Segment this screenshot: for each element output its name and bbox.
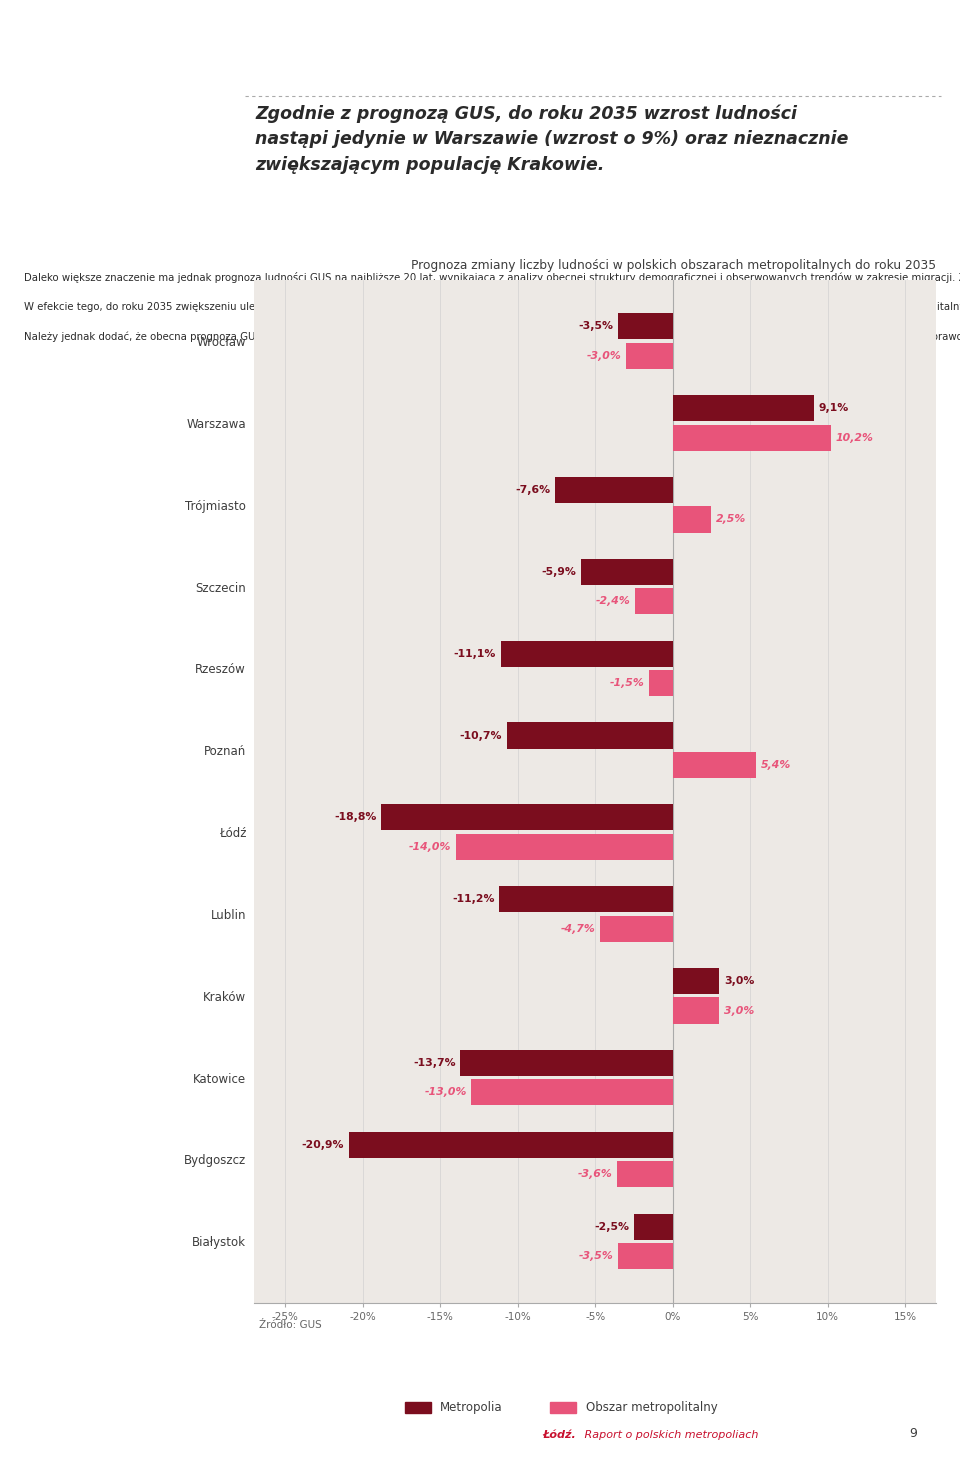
Bar xyxy=(673,998,719,1023)
Text: -1,5%: -1,5% xyxy=(610,679,645,689)
Text: -3,6%: -3,6% xyxy=(578,1169,612,1179)
Text: -13,0%: -13,0% xyxy=(424,1088,467,1098)
Bar xyxy=(649,670,673,696)
Bar xyxy=(673,752,756,779)
Bar xyxy=(636,589,673,614)
Text: Zgodnie z prognozą GUS, do roku 2035 wzrost ludności
nastąpi jedynie w Warszawie: Zgodnie z prognozą GUS, do roku 2035 wzr… xyxy=(255,105,849,174)
Text: -5,9%: -5,9% xyxy=(541,567,577,577)
Text: 5,4%: 5,4% xyxy=(761,760,791,770)
Bar xyxy=(673,424,830,450)
Text: -13,7%: -13,7% xyxy=(413,1058,456,1067)
Text: Łódź.: Łódź. xyxy=(542,1429,576,1440)
Text: -2,4%: -2,4% xyxy=(596,596,631,606)
Text: -20,9%: -20,9% xyxy=(301,1139,345,1150)
Bar xyxy=(673,394,814,421)
Bar xyxy=(634,1213,673,1239)
Text: 9: 9 xyxy=(909,1426,917,1440)
Text: Daleko większe znaczenie ma jednak prognoza ludności GUS na najbliższe 20 lat, w: Daleko większe znaczenie ma jednak progn… xyxy=(24,272,960,342)
Text: 2,5%: 2,5% xyxy=(716,515,746,524)
Bar xyxy=(499,886,673,913)
Text: -3,0%: -3,0% xyxy=(587,350,621,361)
Bar xyxy=(618,314,673,340)
Text: -7,6%: -7,6% xyxy=(516,484,550,495)
Text: 10,2%: 10,2% xyxy=(835,433,874,443)
Text: Raport o polskich metropoliach: Raport o polskich metropoliach xyxy=(581,1429,758,1440)
Bar xyxy=(600,916,673,942)
Text: -3,5%: -3,5% xyxy=(579,321,613,331)
Text: -18,8%: -18,8% xyxy=(334,813,376,823)
Text: -10,7%: -10,7% xyxy=(460,730,502,740)
Text: -14,0%: -14,0% xyxy=(409,842,451,852)
Text: Prognoza zmiany liczby ludności w polskich obszarach metropolitalnych do roku 20: Prognoza zmiany liczby ludności w polski… xyxy=(411,259,936,271)
Bar xyxy=(501,640,673,667)
Text: -11,1%: -11,1% xyxy=(454,649,496,658)
Text: 9,1%: 9,1% xyxy=(818,403,849,414)
Text: -2,5%: -2,5% xyxy=(594,1222,630,1232)
Bar xyxy=(626,343,673,369)
Bar xyxy=(618,1242,673,1269)
Text: -3,5%: -3,5% xyxy=(579,1251,613,1262)
Bar xyxy=(617,1161,673,1188)
Bar xyxy=(673,506,711,533)
Bar xyxy=(507,723,673,749)
Bar xyxy=(673,969,719,994)
Text: 3,0%: 3,0% xyxy=(724,1005,754,1016)
Text: -4,7%: -4,7% xyxy=(561,924,595,933)
Bar xyxy=(456,833,673,860)
Text: -11,2%: -11,2% xyxy=(452,894,494,904)
Bar xyxy=(581,559,673,584)
Bar xyxy=(381,804,673,830)
Legend: Metropolia, Obszar metropolitalny: Metropolia, Obszar metropolitalny xyxy=(405,1401,717,1415)
Bar xyxy=(471,1079,673,1105)
Text: 3,0%: 3,0% xyxy=(724,976,755,986)
Bar xyxy=(348,1132,673,1158)
Text: Źródło: GUS: Źródło: GUS xyxy=(259,1320,322,1331)
Bar xyxy=(555,477,673,503)
Bar xyxy=(461,1050,673,1076)
